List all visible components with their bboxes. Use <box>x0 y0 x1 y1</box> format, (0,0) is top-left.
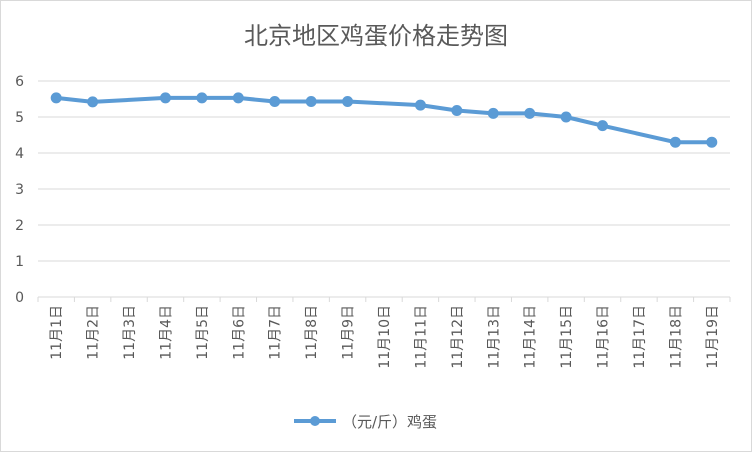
y-tick-label: 3 <box>15 182 24 198</box>
series-layer <box>50 92 718 148</box>
x-tick-label: 11月16日 <box>596 305 612 369</box>
x-tick-label: 11月2日 <box>86 305 102 360</box>
data-point <box>669 136 681 148</box>
chart-title: 北京地区鸡蛋价格走势图 <box>244 22 508 50</box>
x-tick-label: 11月9日 <box>341 305 357 360</box>
legend-marker-swatch <box>310 416 320 426</box>
data-point <box>560 111 572 123</box>
data-point <box>159 92 171 104</box>
y-tick-label: 2 <box>15 218 24 234</box>
y-axis-ticks: 0 1 2 3 4 5 6 <box>15 74 24 306</box>
axes <box>37 296 731 302</box>
x-tick-label: 11月1日 <box>49 305 65 360</box>
data-point <box>269 96 281 108</box>
x-tick-label: 11月17日 <box>632 305 648 369</box>
data-point <box>487 107 499 119</box>
data-point <box>232 92 244 104</box>
data-point <box>524 107 536 119</box>
gridlines <box>38 80 730 262</box>
data-point <box>87 96 99 108</box>
x-tick-label: 11月7日 <box>268 305 284 360</box>
x-tick-label: 11月8日 <box>304 305 320 360</box>
x-tick-label: 11月10日 <box>377 305 393 369</box>
data-point <box>706 136 718 148</box>
x-tick-label: 11月19日 <box>705 305 721 369</box>
y-tick-label: 5 <box>15 110 24 126</box>
x-axis-ticks: 11月1日 11月2日 11月3日 11月4日 11月5日 11月6日 11月7日 11月8日… <box>49 305 721 369</box>
data-point <box>451 105 463 117</box>
legend-label: （元/斤）鸡蛋 <box>342 413 437 431</box>
x-tick-label: 11月3日 <box>122 305 138 360</box>
data-point <box>196 92 208 104</box>
x-tick-label: 11月4日 <box>158 305 174 360</box>
x-tick-label: 11月11日 <box>413 305 429 369</box>
y-tick-label: 1 <box>15 254 24 270</box>
y-tick-label: 0 <box>15 290 24 306</box>
data-point <box>342 96 354 108</box>
y-tick-label: 6 <box>15 74 24 90</box>
x-tick-label: 11月13日 <box>486 305 502 369</box>
data-point <box>50 92 62 104</box>
data-point <box>597 120 609 132</box>
legend: （元/斤）鸡蛋 <box>294 413 437 431</box>
x-tick-label: 11月18日 <box>668 305 684 369</box>
x-tick-label: 11月6日 <box>231 305 247 360</box>
y-tick-label: 4 <box>15 146 24 162</box>
data-point <box>305 96 317 108</box>
data-point <box>414 99 426 111</box>
series-line <box>54 95 714 145</box>
x-tick-label: 11月5日 <box>195 305 211 360</box>
x-tick-label: 11月15日 <box>559 305 575 369</box>
x-tick-label: 11月14日 <box>523 305 539 369</box>
x-tick-label: 11月12日 <box>450 305 466 369</box>
